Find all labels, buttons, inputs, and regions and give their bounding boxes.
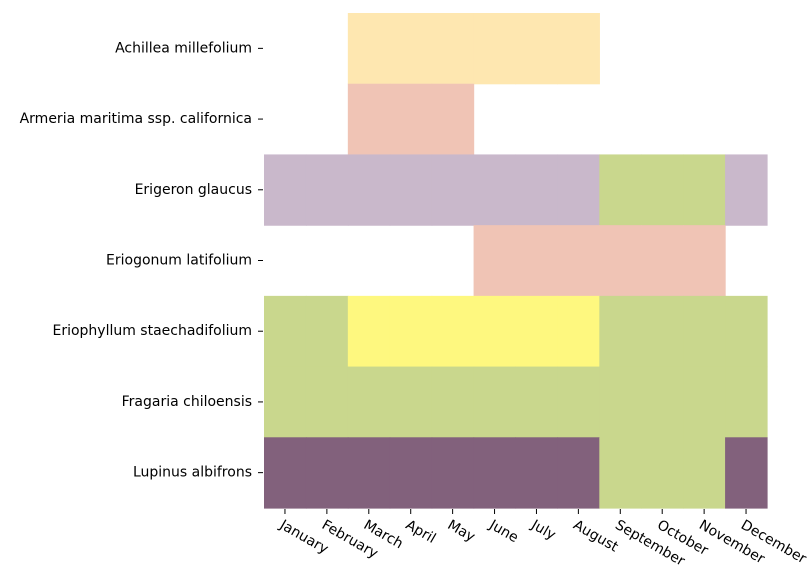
heatmap-cell — [557, 366, 600, 438]
heatmap-cell — [431, 13, 475, 85]
x-tick-label: July — [528, 517, 559, 544]
heatmap-cell — [305, 366, 349, 438]
x-tick-label: August — [570, 517, 621, 556]
y-tick-label: Armeria maritima ssp. californica — [20, 111, 252, 127]
heatmap-cell — [515, 225, 559, 297]
heatmap-cell — [431, 295, 475, 368]
heatmap-cell — [305, 437, 349, 509]
heatmap-cell — [264, 437, 307, 509]
heatmap-cell — [641, 154, 684, 226]
heatmap-cell — [725, 154, 768, 226]
heatmap-cell — [557, 295, 600, 368]
heatmap-cell — [515, 437, 559, 509]
heatmap-cell — [557, 154, 600, 226]
heatmap-cell — [641, 225, 684, 297]
heatmap-cell — [599, 154, 642, 226]
heatmap-cell — [557, 225, 600, 297]
heatmap-cell — [557, 437, 600, 509]
heatmap-cell — [473, 366, 517, 438]
heatmap-cell — [599, 225, 642, 297]
heatmap-cell — [431, 154, 475, 226]
heatmap-cell — [431, 366, 475, 438]
heatmap-cell — [557, 13, 600, 85]
heatmap-cell — [347, 437, 391, 509]
heatmap-cell — [683, 366, 726, 438]
heatmap-cell — [515, 295, 559, 368]
heatmap-cell — [515, 154, 559, 226]
heatmap-cell — [473, 437, 517, 509]
heatmap-cell — [431, 437, 475, 509]
heatmap-cell — [641, 437, 684, 509]
heatmap-cell — [515, 13, 559, 85]
heatmap-cell — [473, 295, 517, 368]
x-tick-label: May — [445, 517, 478, 545]
y-tick-label: Eriophyllum staechadifolium — [52, 323, 252, 339]
heatmap-cell — [599, 437, 642, 509]
y-tick-label: Fragaria chiloensis — [122, 394, 252, 410]
heatmap-cell — [725, 295, 768, 368]
heatmap-cell — [725, 366, 768, 438]
heatmap-cell — [347, 295, 391, 368]
heatmap-cell — [473, 13, 517, 85]
heatmap-cell — [683, 437, 726, 509]
heatmap-cell — [389, 437, 433, 509]
y-tick-label: Achillea millefolium — [115, 40, 252, 56]
heatmap-cell — [683, 154, 726, 226]
heatmap-cell — [347, 83, 391, 156]
x-tick-label: April — [403, 517, 439, 547]
heatmap-cell — [599, 295, 642, 368]
heatmap-cell — [264, 295, 307, 368]
heatmap-cell — [389, 366, 433, 438]
x-tick-label: June — [486, 517, 521, 547]
heatmap-cell — [725, 437, 768, 509]
heatmap-cell — [473, 154, 517, 226]
heatmap-cell — [389, 13, 433, 85]
heatmap-cell — [347, 13, 391, 85]
heatmap-cell — [264, 366, 307, 438]
y-tick-label: Erigeron glaucus — [135, 182, 252, 198]
heatmap-cell — [641, 295, 684, 368]
heatmap-cell — [347, 154, 391, 226]
heatmap-cell — [515, 366, 559, 438]
heatmap-cell — [389, 154, 433, 226]
heatmap-cell — [473, 225, 517, 297]
heatmap-cell — [389, 295, 433, 368]
heatmap-cell — [305, 154, 349, 226]
heatmap-cell — [641, 366, 684, 438]
y-axis: Achillea millefolium Armeria maritima ssp… — [20, 40, 263, 481]
heatmap-cells — [264, 13, 768, 509]
y-tick-label: Eriogonum latifolium — [106, 253, 252, 269]
heatmap-cell — [683, 225, 726, 297]
heatmap-cell — [264, 154, 307, 226]
heatmap-cell — [347, 366, 391, 438]
heatmap-cell — [389, 83, 433, 156]
y-tick-label: Lupinus albifrons — [133, 465, 252, 481]
heatmap-cell — [431, 83, 475, 156]
heatmap-cell — [683, 295, 726, 368]
heatmap-cell — [305, 295, 349, 368]
heatmap-cell — [599, 366, 642, 438]
